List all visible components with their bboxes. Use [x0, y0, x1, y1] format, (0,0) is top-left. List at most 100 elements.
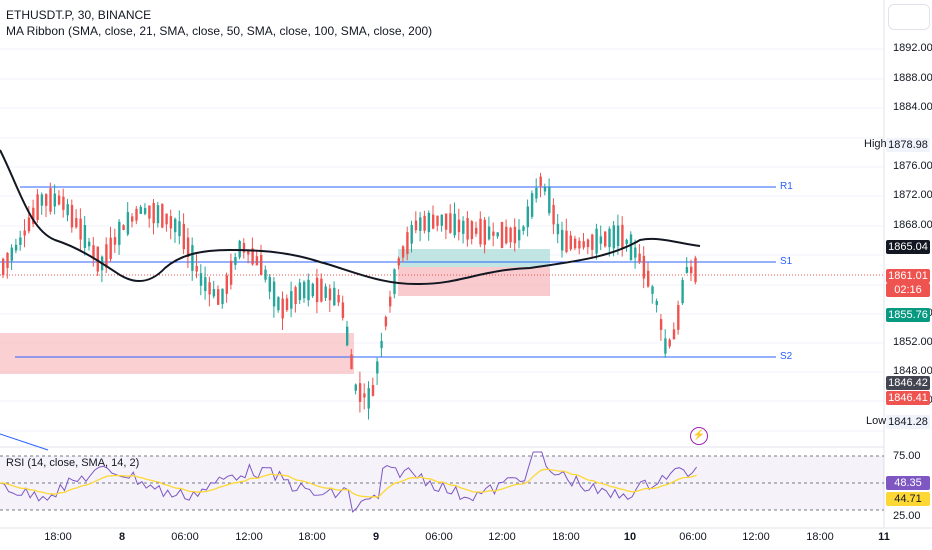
candle-body — [79, 218, 82, 240]
candle-body — [380, 340, 383, 349]
candle-body — [328, 288, 332, 301]
candle-body — [518, 229, 521, 241]
price-axis-label: 1872.00 — [893, 189, 932, 201]
candle-body — [449, 213, 452, 233]
candle-body — [40, 194, 44, 206]
price-axis-label: 1848.00 — [893, 365, 932, 377]
candle-body — [565, 230, 568, 252]
candle-body — [178, 221, 181, 237]
candle-body — [371, 384, 375, 396]
candle-body — [638, 253, 641, 263]
candle-body — [350, 354, 353, 370]
candle-body — [234, 256, 237, 265]
candle-body — [19, 237, 22, 245]
symbol-legend[interactable]: ETHUSDT.P, 30, BINANCE — [6, 8, 152, 22]
candle-body — [92, 245, 95, 258]
candle-body — [500, 222, 504, 248]
time-axis-label: 18:00 — [806, 531, 834, 543]
candle-body — [195, 265, 198, 272]
candle-body — [251, 248, 254, 265]
last-price-tag: 1861.01 — [886, 269, 930, 283]
candle-body — [453, 213, 456, 236]
candle-body — [599, 236, 603, 244]
candle-body — [88, 241, 91, 247]
candle-body — [535, 187, 538, 199]
candle-body — [672, 329, 676, 340]
candle-body — [604, 231, 607, 247]
candle-body — [152, 202, 155, 224]
candle-body — [509, 227, 512, 243]
long-stop-zone — [398, 267, 550, 296]
candle-body — [384, 316, 388, 327]
candle-body — [53, 193, 56, 207]
candle-body — [260, 254, 263, 276]
candle-body — [49, 188, 52, 212]
candle-body — [96, 246, 99, 272]
candle-body — [376, 361, 379, 374]
candle-body — [513, 226, 517, 244]
candle-body — [677, 305, 680, 330]
candle-body — [208, 282, 211, 295]
candle-body — [131, 216, 134, 222]
rsi-value-tag: 48.35 — [886, 476, 930, 490]
candle-body — [277, 297, 280, 311]
price-axis-label: 1852.00 — [893, 336, 932, 348]
candle-body — [264, 269, 267, 280]
candle-body — [582, 241, 585, 248]
ma-ribbon-line — [0, 149, 701, 286]
price-axis-label: 1876.00 — [893, 160, 932, 172]
candle-body — [32, 207, 35, 224]
ma-price-tag: 1865.04 — [886, 240, 930, 254]
trend-line[interactable] — [0, 433, 49, 451]
time-axis-label: 18:00 — [298, 531, 326, 543]
candle-body — [109, 237, 112, 260]
time-axis-label: 11 — [878, 531, 890, 543]
flash-icon[interactable]: ⚡ — [690, 427, 708, 445]
candle-body — [479, 218, 482, 245]
long-target-zone — [398, 249, 550, 267]
candle-body — [621, 224, 624, 249]
candle-body — [204, 277, 207, 291]
candle-body — [346, 326, 349, 346]
candle-body — [122, 225, 125, 231]
candle-body — [634, 247, 637, 258]
candle-body — [290, 291, 293, 309]
candle-body — [505, 226, 508, 244]
high-tag: 1878.98 — [886, 138, 930, 152]
candle-body — [530, 193, 534, 217]
candle-body — [436, 215, 439, 226]
candle-body — [36, 194, 39, 221]
candle-body — [303, 281, 306, 299]
candle-body — [135, 208, 138, 221]
ma-ribbon-legend[interactable]: MA Ribbon (SMA, close, 21, SMA, close, 5… — [6, 24, 433, 38]
time-axis-label: 06:00 — [171, 531, 199, 543]
candle-body — [647, 270, 650, 287]
rsi-legend[interactable]: RSI (14, close, SMA, 14, 2) — [6, 457, 140, 469]
candle-body — [66, 204, 69, 216]
candle-body — [690, 266, 693, 274]
candle-body — [341, 302, 345, 318]
candle-body — [612, 225, 615, 249]
candle-body — [255, 256, 259, 266]
candle-body — [539, 176, 542, 187]
candle-body — [681, 279, 684, 304]
candle-body — [161, 204, 164, 228]
supply-zone — [0, 333, 354, 374]
candle-body — [668, 339, 671, 347]
candle-body — [212, 289, 216, 297]
candle-body — [406, 232, 409, 255]
candle-body — [427, 212, 431, 233]
candle-body — [70, 204, 74, 228]
candle-body — [191, 245, 194, 271]
candle-body — [651, 286, 654, 294]
candle-body — [169, 216, 173, 229]
time-axis-label: 8 — [118, 531, 126, 543]
time-axis-label: 18:00 — [44, 531, 72, 543]
candle-body — [294, 287, 297, 305]
candle-body — [444, 213, 448, 230]
candle-body — [113, 237, 117, 245]
candle-body — [561, 230, 564, 251]
candle-body — [45, 194, 48, 206]
chart-settings-button[interactable] — [888, 4, 930, 30]
